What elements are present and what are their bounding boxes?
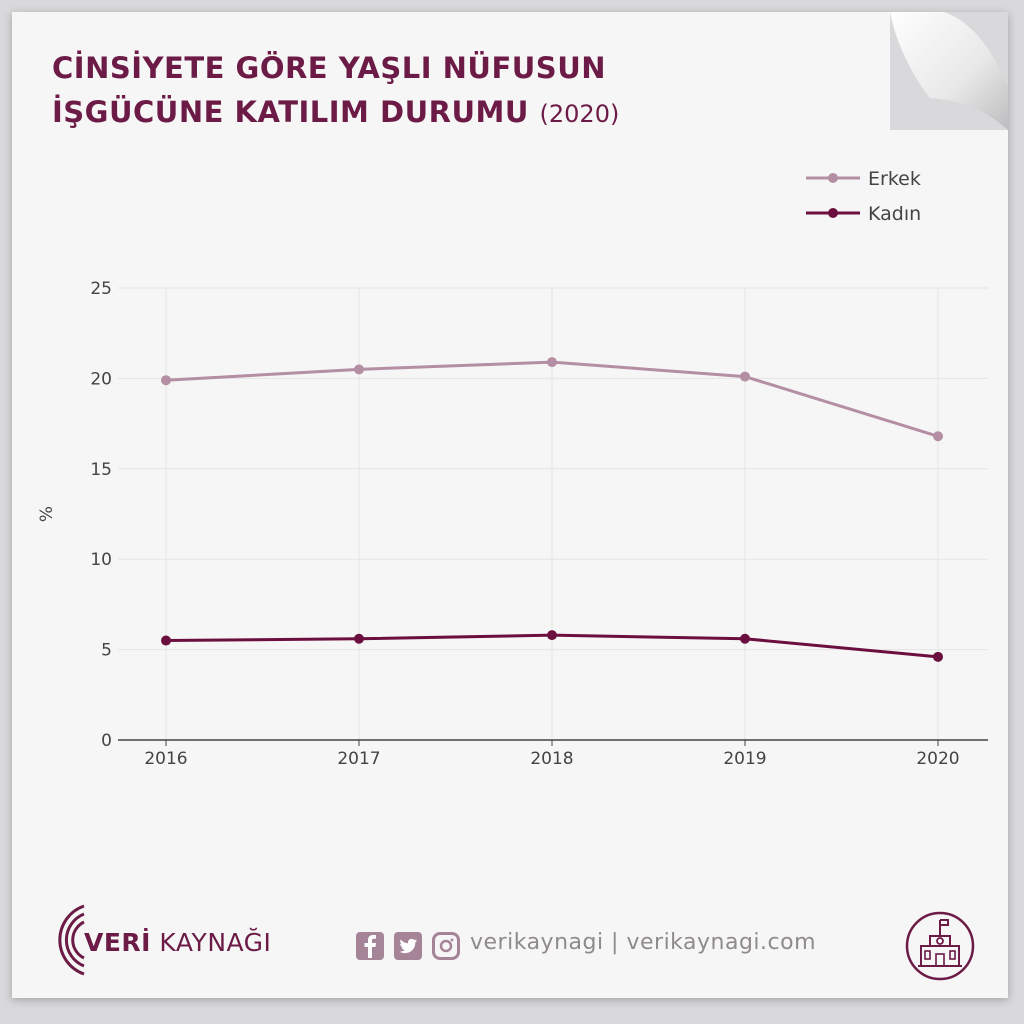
title-line-2: İŞGÜCÜNE KATILIM DURUMU <box>52 95 529 129</box>
legend-label: Erkek <box>868 168 921 190</box>
y-tick-label: 5 <box>101 641 112 661</box>
chart-title: CİNSİYETE GÖRE YAŞLI NÜFUSUN İŞGÜCÜNE KA… <box>52 46 619 136</box>
x-tick-label: 2019 <box>723 749 766 769</box>
x-tick-label: 2016 <box>144 749 187 769</box>
data-point-erkek <box>547 357 557 368</box>
instagram-icon[interactable] <box>432 932 460 960</box>
brand-rest: KAYNAĞI <box>150 928 272 957</box>
y-axis-label: % <box>37 506 57 522</box>
veri-kaynagi-logo-icon <box>58 904 85 976</box>
data-point-kadin <box>933 651 943 662</box>
x-tick-label: 2017 <box>337 749 380 769</box>
title-year: (2020) <box>539 100 620 128</box>
y-tick-label: 15 <box>90 460 112 480</box>
data-point-kadin <box>547 630 557 641</box>
y-tick-label: 20 <box>90 369 112 389</box>
data-point-kadin <box>161 635 171 646</box>
paper-sheet <box>12 12 1008 998</box>
y-tick-label: 10 <box>90 550 112 570</box>
legend-marker <box>828 173 838 183</box>
title-line-1: CİNSİYETE GÖRE YAŞLI NÜFUSUN <box>52 51 607 85</box>
school-building-icon <box>905 911 975 981</box>
x-tick-label: 2020 <box>916 749 959 769</box>
page-curl-icon <box>890 12 1008 130</box>
facebook-icon[interactable] <box>356 932 384 960</box>
y-tick-label: 0 <box>101 731 112 751</box>
data-point-kadin <box>354 633 364 644</box>
data-point-erkek <box>933 431 943 442</box>
legend-marker <box>828 208 838 218</box>
data-point-erkek <box>354 364 364 375</box>
social-handle-text: verikaynagi | verikaynagi.com <box>470 930 817 955</box>
y-tick-label: 25 <box>90 279 112 299</box>
legend-label: Kadın <box>868 203 921 225</box>
data-point-erkek <box>161 375 171 386</box>
data-point-erkek <box>740 371 750 382</box>
twitter-icon[interactable] <box>394 932 422 960</box>
data-point-kadin <box>740 633 750 644</box>
brand-bold: VERİ <box>84 928 151 957</box>
brand-name: VERİ KAYNAĞI <box>84 928 271 957</box>
x-tick-label: 2018 <box>530 749 573 769</box>
